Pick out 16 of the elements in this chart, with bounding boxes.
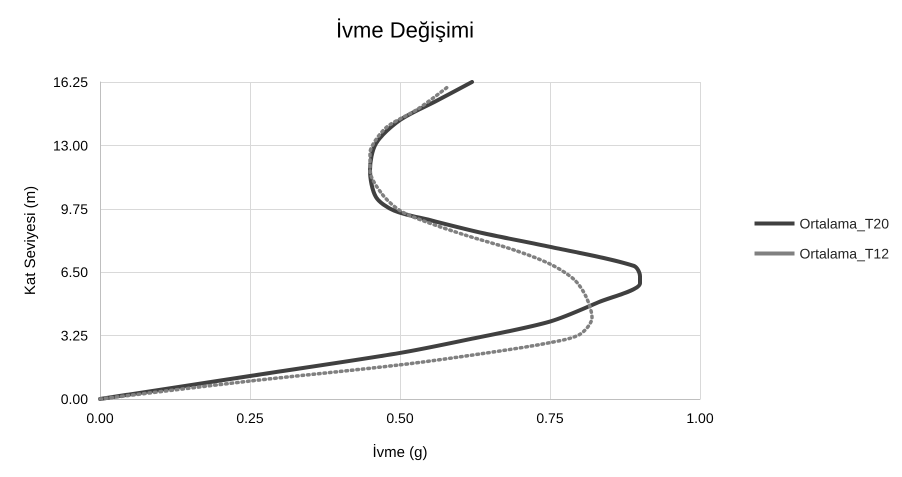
x-tick-label: 0.50: [386, 410, 414, 426]
y-tick-label: 3.25: [60, 328, 88, 344]
x-tick-label: 0.00: [86, 410, 114, 426]
x-tick-label: 1.00: [686, 410, 714, 426]
y-tick-label: 6.50: [60, 264, 88, 280]
y-tick-label: 13.00: [52, 137, 88, 154]
legend-label: Ortalama_T12: [800, 246, 890, 262]
x-tick-label: 0.75: [536, 410, 564, 426]
x-tick-label: 0.25: [236, 410, 264, 426]
legend-label: Ortalama_T20: [800, 216, 890, 232]
y-axis-title: Kat Seviyesi (m): [22, 186, 39, 296]
x-axis-title: İvme (g): [372, 443, 428, 461]
chart-title: İvme Değişimi: [336, 18, 474, 42]
y-tick-label: 0.00: [60, 391, 88, 407]
y-tick-label: 9.75: [60, 200, 88, 217]
y-tick-label: 16.25: [52, 74, 88, 90]
